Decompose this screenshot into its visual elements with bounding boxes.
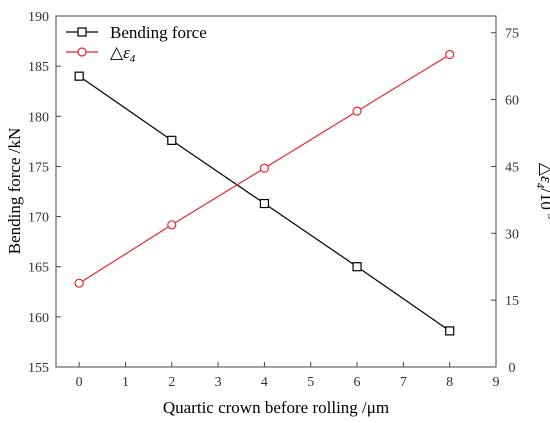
x-axis-title: Quartic crown before rolling /μm — [163, 398, 389, 417]
legend-label-delta-epsilon: △ε4 — [110, 43, 136, 65]
left-y-axis-title: Bending force /kN — [5, 128, 24, 255]
right-y-axis-title-sub: 4 — [534, 183, 546, 189]
legend-label-delta-epsilon-main: △ε — [110, 43, 130, 62]
data-point-square — [74, 71, 84, 81]
data-point-circle — [352, 106, 362, 116]
data-point-circle — [259, 163, 270, 173]
right-y-tick-label: 15 — [505, 294, 519, 309]
data-point-circle — [445, 49, 455, 60]
right-y-tick-label: 75 — [505, 27, 519, 42]
left-y-tick-label: 190 — [28, 10, 49, 25]
x-tick-label: 9 — [493, 375, 500, 390]
left-y-tick-label: 155 — [28, 361, 49, 376]
left-y-tick-label: 180 — [28, 110, 49, 125]
data-point-square — [167, 135, 177, 145]
legend-label-delta-epsilon-sub: 4 — [130, 53, 136, 65]
right-y-axis-title: △ε4/10-5 — [534, 163, 550, 220]
left-y-tick-label: 170 — [28, 211, 49, 226]
x-tick-label: 4 — [261, 375, 268, 390]
left-y-tick-label: 165 — [28, 261, 49, 276]
left-y-tick-label: 175 — [28, 160, 49, 175]
x-tick-label: 0 — [76, 375, 83, 390]
data-point-square — [445, 326, 455, 336]
data-point-square — [352, 262, 362, 272]
legend-label-bending-force: Bending force — [110, 23, 207, 42]
x-tick-label: 1 — [122, 375, 129, 390]
legend-marker-circle — [77, 47, 87, 57]
x-tick-label: 5 — [307, 375, 314, 390]
right-y-tick-label: 60 — [505, 94, 519, 109]
left-y-tick-label: 160 — [28, 311, 49, 326]
data-point-square — [259, 198, 270, 209]
data-point-circle — [167, 220, 177, 230]
x-tick-label: 6 — [354, 375, 361, 390]
x-tick-label: 2 — [168, 375, 175, 390]
x-tick-label: 8 — [446, 375, 453, 390]
legend-marker-square — [77, 27, 87, 37]
x-tick-label: 7 — [400, 375, 407, 390]
plot-frame — [55, 15, 497, 368]
legend: Bending force △ε4 — [66, 23, 207, 65]
right-y-axis-title-main: △ε — [537, 163, 550, 183]
right-y-tick-label: 0 — [509, 361, 516, 376]
right-y-axis-title-sup: -5 — [545, 210, 550, 220]
x-tick-label: 3 — [215, 375, 222, 390]
right-y-tick-label: 30 — [505, 227, 519, 242]
right-y-tick-label: 45 — [505, 160, 519, 175]
left-y-tick-label: 185 — [28, 60, 49, 75]
right-y-axis-title-tail: /10 — [537, 188, 550, 210]
data-point-circle — [74, 278, 84, 288]
